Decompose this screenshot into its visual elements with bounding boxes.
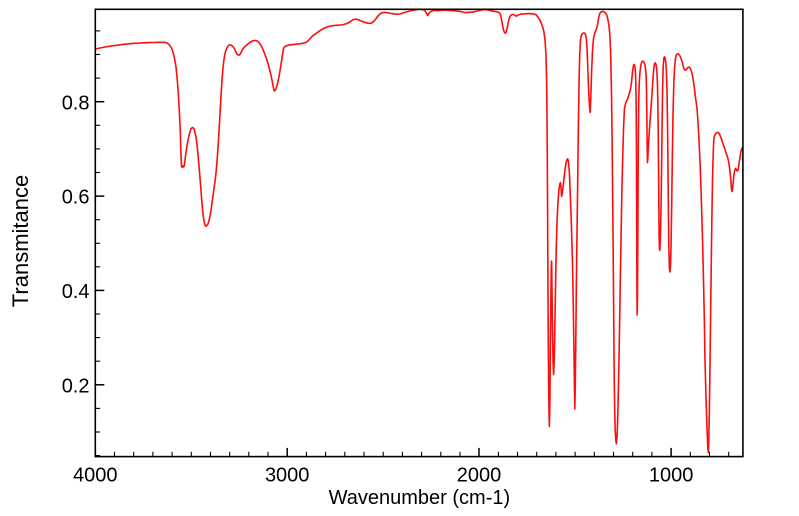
svg-text:1000: 1000: [649, 464, 694, 486]
svg-text:0.6: 0.6: [62, 187, 90, 209]
svg-text:4000: 4000: [73, 464, 118, 486]
svg-text:0.4: 0.4: [62, 281, 90, 303]
svg-text:2000: 2000: [457, 464, 502, 486]
svg-text:Wavenumber (cm-1): Wavenumber (cm-1): [329, 487, 511, 509]
svg-text:Transmitance: Transmitance: [8, 175, 33, 307]
svg-text:3000: 3000: [265, 464, 310, 486]
svg-text:0.2: 0.2: [62, 375, 90, 397]
svg-text:0.8: 0.8: [62, 92, 90, 114]
